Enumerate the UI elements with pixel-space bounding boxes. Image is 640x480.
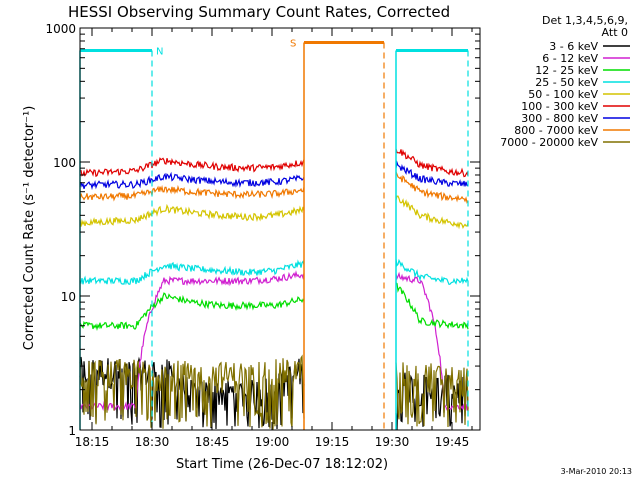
series-line-before-saa <box>79 354 305 430</box>
legend-header-line-1: Det 1,3,4,5,6,9, <box>542 14 628 27</box>
legend-label-6: 300 - 800 keV <box>521 112 598 125</box>
series-300-800keV-kev-line <box>79 160 469 191</box>
series-line-after-saa <box>395 171 469 204</box>
y-tick-label: 100 <box>53 156 76 170</box>
legend-label-5: 100 - 300 keV <box>521 100 598 113</box>
series-line-before-saa <box>79 270 305 412</box>
y-tick-label: 1000 <box>45 22 76 36</box>
series-12-25keV-kev-line <box>79 282 469 331</box>
series-line-after-saa <box>395 148 469 178</box>
annotation-saa-2: S <box>290 38 385 430</box>
y-axis-label: Corrected Count Rate (s⁻¹ detector⁻¹) <box>22 106 37 351</box>
legend-header-line-2: Att 0 <box>602 26 628 39</box>
x-tick-label: 19:15 <box>315 435 350 449</box>
axes: 18:15 18:30 18:45 19:00 19:15 19:30 19:45 1 10 10… <box>45 22 481 449</box>
plot-area: NS <box>79 38 469 430</box>
annotation-label: N <box>156 46 163 57</box>
legend-label-1: 6 - 12 keV <box>542 52 598 65</box>
x-tick-label: 19:00 <box>255 435 290 449</box>
x-tick-label: 19:45 <box>435 435 470 449</box>
legend-label-2: 12 - 25 keV <box>535 64 598 77</box>
series-line-before-saa <box>79 259 305 286</box>
series-50-100keV-kev-line <box>79 195 469 230</box>
annotation-night-1 <box>395 48 469 430</box>
chart-title: HESSI Observing Summary Count Rates, Cor… <box>68 3 450 21</box>
series-line-after-saa <box>395 160 469 187</box>
annotation-label: S <box>290 38 296 49</box>
series-line-before-saa <box>79 184 305 202</box>
legend-label-3: 25 - 50 keV <box>535 76 598 89</box>
y-tick-label: 1 <box>68 424 76 438</box>
series-line-before-saa <box>79 292 305 331</box>
plot-frame <box>79 27 481 431</box>
legend-label-4: 50 - 100 keV <box>528 88 598 101</box>
series-800-7000keV-kev-line <box>79 171 469 204</box>
x-tick-label: 19:30 <box>375 435 410 449</box>
series-line-after-saa <box>395 258 469 285</box>
series-7000-20000keV-kev-line <box>79 354 469 430</box>
x-tick-label: 18:45 <box>195 435 230 449</box>
legend-label-0: 3 - 6 keV <box>549 40 598 53</box>
series-line-after-saa <box>395 195 469 230</box>
series-line-after-saa <box>395 282 469 330</box>
x-tick-label: 18:15 <box>75 435 110 449</box>
series-line-before-saa <box>79 171 305 191</box>
y-tick-label: 10 <box>61 290 76 304</box>
x-axis-label: Start Time (26-Dec-07 18:12:02) <box>176 457 388 472</box>
legend-label-7: 800 - 7000 keV <box>514 124 598 137</box>
series-line-before-saa <box>79 157 305 178</box>
series-line-after-saa <box>395 362 469 428</box>
footer-timestamp: 3-Mar-2010 20:13 <box>561 467 632 476</box>
series-line-before-saa <box>79 203 305 227</box>
legend-label-8: 7000 - 20000 keV <box>500 136 598 149</box>
series-100-300keV-kev-line <box>79 148 469 178</box>
series-25-50keV-kev-line <box>79 258 469 286</box>
x-tick-label: 18:30 <box>135 435 170 449</box>
